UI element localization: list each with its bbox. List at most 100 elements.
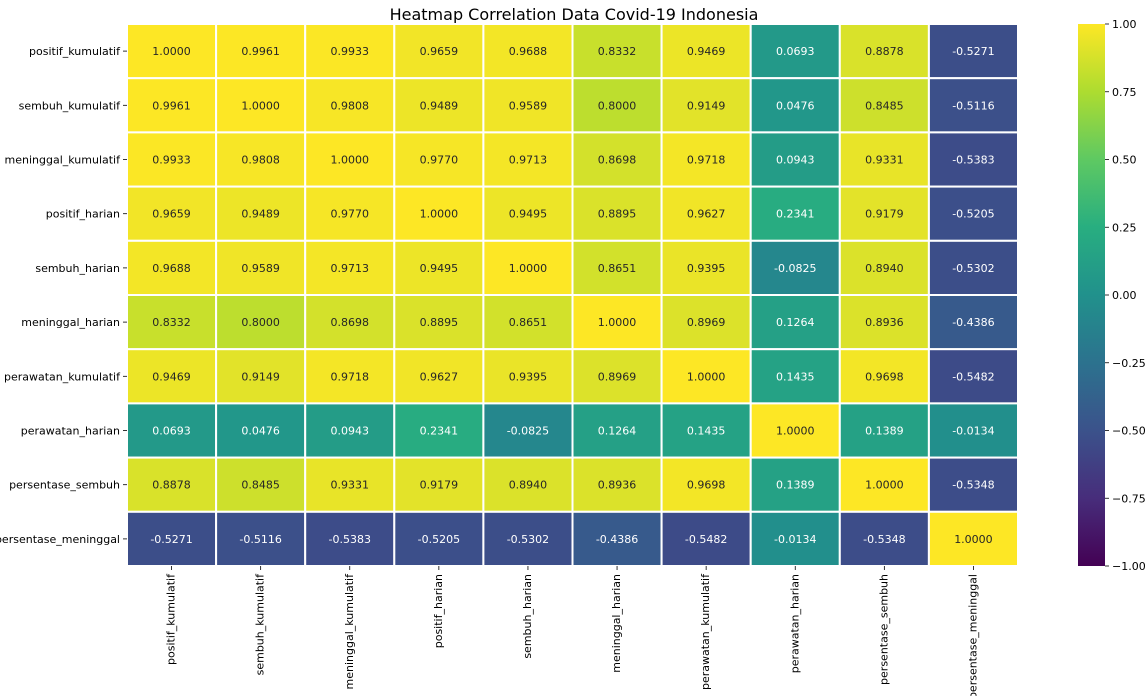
heatmap-cell — [571, 239, 663, 297]
column-tick-label: perawatan_harian — [788, 574, 801, 673]
chart-title: Heatmap Correlation Data Covid-19 Indone… — [390, 5, 759, 24]
colorbar-tick-label: 1.00 — [1112, 18, 1137, 31]
heatmap-cell — [838, 131, 930, 188]
cell-value-label: 0.8878 — [152, 479, 191, 492]
heatmap-cell — [215, 77, 307, 134]
heatmap-cell — [927, 239, 1020, 297]
cell-value-label: -0.5271 — [952, 45, 994, 58]
cell-value-label: 0.8698 — [598, 154, 637, 167]
heatmap-cell — [215, 131, 307, 188]
cell-value-label: 1.0000 — [776, 425, 815, 438]
cell-value-label: 0.8000 — [598, 99, 637, 112]
cell-value-label: 1.0000 — [687, 370, 726, 383]
cell-value-label: 0.0476 — [776, 99, 815, 112]
heatmap-cell — [749, 77, 841, 134]
column-tick-label: sembuh_harian — [521, 574, 534, 659]
heatmap-cell — [215, 402, 307, 459]
cell-value-label: 0.8969 — [687, 316, 726, 329]
cell-value-label: 0.9589 — [241, 262, 280, 275]
heatmap-cell — [660, 510, 752, 567]
heatmap-cell — [838, 239, 930, 297]
heatmap-cell — [927, 23, 1020, 80]
cell-value-label: -0.0134 — [774, 533, 816, 546]
cell-value-label: 0.9469 — [152, 370, 191, 383]
heatmap-cell — [927, 402, 1020, 459]
heatmap-cell — [482, 239, 574, 297]
cell-value-label: 1.0000 — [331, 154, 370, 167]
cell-value-label: 0.9713 — [331, 262, 370, 275]
cell-value-label: 0.9659 — [152, 208, 191, 221]
cell-value-label: 0.9179 — [865, 208, 904, 221]
row-tick-label: meninggal_harian — [21, 316, 120, 329]
heatmap-cell — [393, 402, 485, 459]
cell-value-label: 0.0943 — [331, 425, 370, 438]
heatmap-cell — [126, 294, 218, 351]
cell-value-label: 0.8485 — [241, 479, 280, 492]
cell-value-label: 1.0000 — [152, 45, 191, 58]
column-tick-label: persentase_meninggal — [966, 574, 979, 696]
cell-value-label: 0.9698 — [865, 370, 904, 383]
heatmap-cell — [571, 23, 663, 80]
cell-value-label: -0.5116 — [239, 533, 281, 546]
cell-value-label: -0.4386 — [952, 316, 994, 329]
cell-value-label: 0.9718 — [687, 154, 726, 167]
colorbar-tick-label: −1.00 — [1112, 560, 1146, 573]
cell-value-label: 0.1264 — [776, 316, 815, 329]
row-tick-label: sembuh_harian — [35, 262, 120, 275]
cell-value-label: 0.9395 — [687, 262, 726, 275]
cell-value-label: 0.9149 — [687, 99, 726, 112]
heatmap-cell — [571, 402, 663, 459]
cell-value-label: -0.5348 — [952, 479, 994, 492]
colorbar-tick-label: −0.25 — [1112, 357, 1146, 370]
heatmap-cell — [482, 294, 574, 351]
cell-value-label: 0.9495 — [509, 208, 548, 221]
cell-value-label: 0.1435 — [687, 425, 726, 438]
heatmap-cell — [838, 77, 930, 134]
column-tick-label: positif_kumulatif — [165, 573, 178, 665]
cell-value-label: 0.9489 — [241, 208, 280, 221]
cell-value-label: -0.5302 — [507, 533, 549, 546]
heatmap-cell — [749, 456, 841, 513]
cell-value-label: 0.2341 — [776, 208, 815, 221]
colorbar-tick-label: −0.75 — [1112, 492, 1146, 505]
heatmap-cell — [927, 456, 1020, 513]
cell-value-label: 0.9933 — [331, 45, 370, 58]
cell-value-label: 0.8485 — [865, 99, 904, 112]
cell-value-label: 0.8940 — [509, 479, 548, 492]
row-tick-label: perawatan_kumulatif — [4, 370, 121, 383]
cell-value-label: 0.0943 — [776, 154, 815, 167]
cell-value-label: 0.1389 — [776, 479, 815, 492]
cell-value-label: -0.0825 — [507, 425, 549, 438]
cell-value-label: 0.8936 — [865, 316, 904, 329]
cell-value-label: 0.9495 — [420, 262, 459, 275]
cell-value-label: 0.0476 — [241, 425, 280, 438]
cell-value-label: -0.5482 — [952, 370, 994, 383]
row-tick-label: meninggal_kumulatif — [5, 154, 122, 167]
cell-value-label: -0.5116 — [952, 99, 994, 112]
cell-value-label: 0.8698 — [331, 316, 370, 329]
heatmap-cell — [215, 239, 307, 297]
colorbar-tick-label: 0.75 — [1112, 86, 1137, 99]
cell-value-label: 0.9808 — [331, 99, 370, 112]
heatmap-cell — [304, 131, 396, 188]
heatmap-cells: 1.0000 0.9961 0.9933 0.9659 0.9688 0.8332 0.94… — [126, 23, 1020, 567]
cell-value-label: 0.9489 — [420, 99, 459, 112]
column-tick-label: perawatan_kumulatif — [699, 573, 712, 690]
row-labels: positif_kumulatif sembuh_kumulatifmeningg… — [0, 45, 127, 546]
heatmap-cell — [215, 456, 307, 513]
cell-value-label: 0.8895 — [420, 316, 459, 329]
cell-value-label: 0.9961 — [152, 99, 191, 112]
heatmap-cell — [571, 185, 663, 242]
column-tick-label: sembuh_kumulatif — [254, 573, 267, 675]
heatmap-cell — [838, 294, 930, 351]
cell-value-label: 1.0000 — [509, 262, 548, 275]
heatmap-cell — [838, 456, 930, 513]
cell-value-label: 1.0000 — [865, 479, 904, 492]
cell-value-label: 0.9589 — [509, 99, 548, 112]
row-tick-label: persentase_sembuh — [9, 479, 120, 492]
heatmap-cell — [660, 239, 752, 297]
heatmap-cell — [571, 348, 663, 405]
cell-value-label: 0.8332 — [152, 316, 191, 329]
cell-value-label: -0.5482 — [685, 533, 727, 546]
